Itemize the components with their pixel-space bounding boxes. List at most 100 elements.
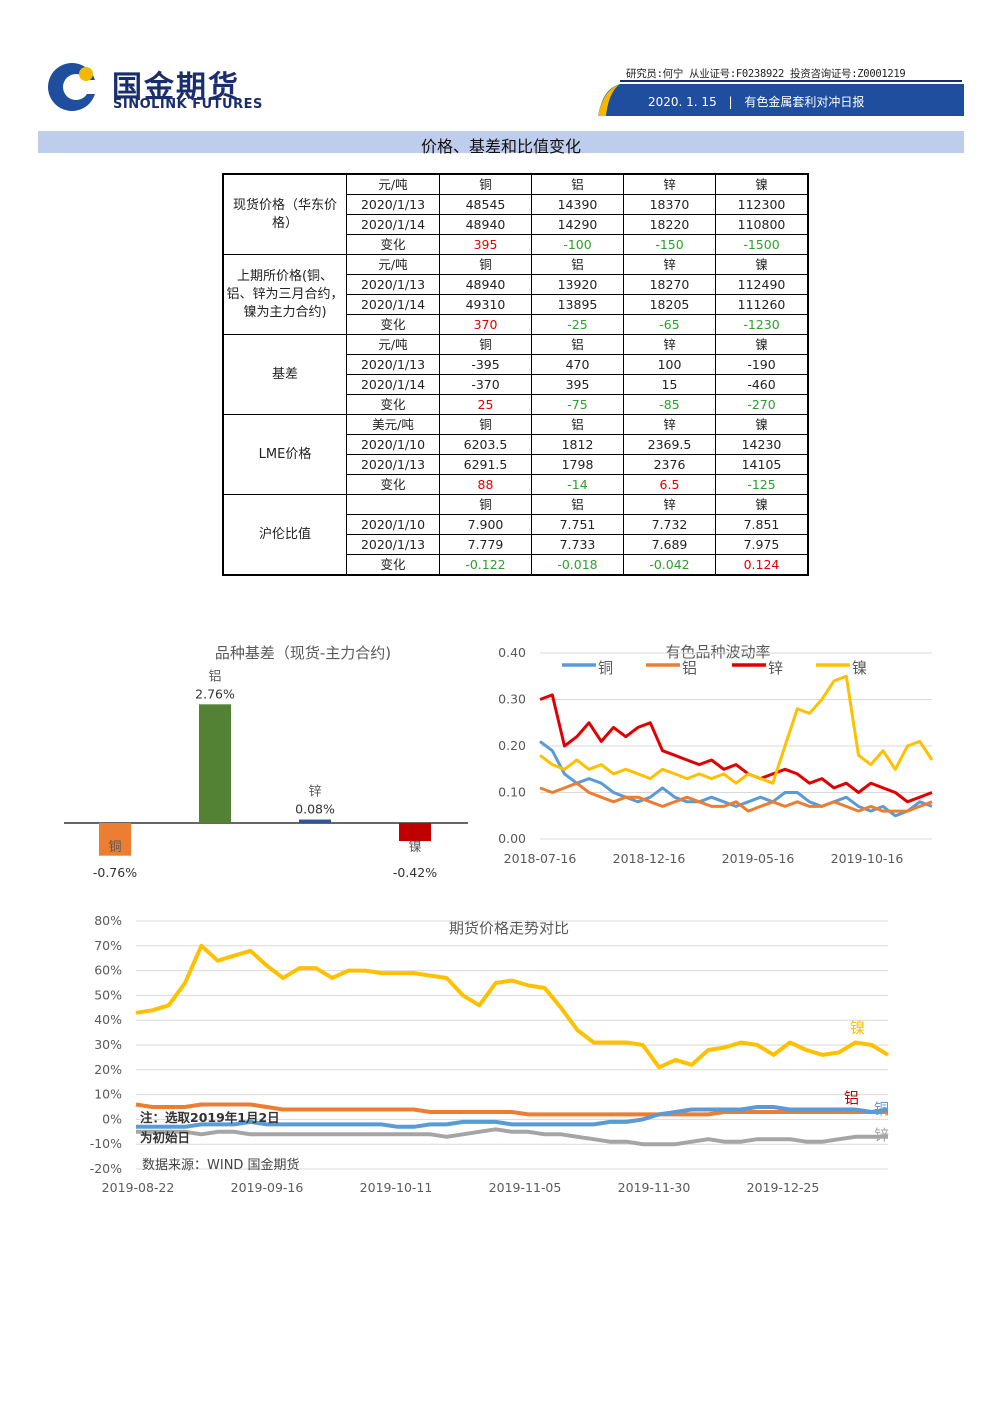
table-row-label: 2020/1/13	[346, 274, 440, 295]
table-row-label: 2020/1/13	[346, 354, 440, 375]
basis-bar-chart: 品种基差（现货-主力合约) 铜 -0.76% 铝 2.76% 锌 0.08% 镍 -0.42%	[64, 644, 468, 880]
table-group-label: 基差	[222, 334, 347, 415]
table-column-header: 铜	[439, 254, 532, 275]
table-column-header: 铜	[439, 414, 532, 435]
trend-y-tick: 80%	[94, 913, 122, 928]
volatility-series-line	[539, 693, 933, 804]
volatility-y-tick: 0.30	[498, 692, 526, 707]
volatility-line-chart: 有色品种波动率 0.00 0.10 0.20 0.30 0.40 2018-07-16 20…	[498, 643, 934, 866]
table-group-label: 沪伦比值	[222, 494, 347, 576]
table-row-label: 变化	[346, 474, 440, 495]
table-row: 变化 370 -25 -65 -1230	[223, 314, 809, 335]
trend-source: 数据来源：WIND 国金期货	[142, 1157, 300, 1173]
table-cell: 18270	[623, 274, 716, 295]
table-cell: -14	[531, 474, 624, 495]
table-column-header: 锌	[623, 254, 716, 275]
table-cell: 6.5	[623, 474, 716, 495]
volatility-legend-label: 铝	[682, 659, 697, 677]
trend-series-label: 锌	[874, 1126, 889, 1144]
table-column-header: 铝	[531, 334, 624, 355]
basis-bar	[299, 819, 331, 823]
trend-y-tick: -20%	[90, 1161, 122, 1176]
trend-series-line	[136, 1127, 888, 1147]
basis-value-label: -0.42%	[393, 865, 437, 880]
volatility-series-line	[539, 674, 934, 785]
trend-x-tick: 2019-09-16	[231, 1180, 304, 1195]
volatility-y-tick: 0.00	[498, 831, 526, 846]
trend-series-label: 铜	[874, 1100, 889, 1118]
brand-name-cn: 国金期货	[112, 70, 240, 105]
table-cell: 0.124	[715, 554, 809, 576]
section-bar	[38, 131, 964, 153]
volatility-x-tick: 2018-07-16	[504, 851, 577, 866]
table-cell: 48940	[439, 214, 532, 235]
table-cell: 370	[439, 314, 532, 335]
table-column-header: 铜	[439, 334, 532, 355]
table-cell: -125	[715, 474, 809, 495]
table-cell: 1812	[531, 434, 624, 455]
volatility-series-line	[539, 781, 933, 813]
trend-y-tick: -10%	[90, 1136, 122, 1151]
basis-bar	[199, 704, 231, 823]
table-column-header: 镍	[715, 494, 809, 515]
table-row: 基差 元/吨铜铝锌镍	[222, 334, 809, 415]
table-column-header: 铜	[439, 494, 532, 515]
table-cell: 2369.5	[623, 434, 716, 455]
table-cell: -1500	[715, 234, 809, 255]
trend-x-tick: 2019-11-30	[618, 1180, 691, 1195]
trend-note-line1: 注：选取2019年1月2日	[140, 1110, 280, 1125]
table-row-label: 2020/1/14	[346, 374, 440, 395]
volatility-y-tick: 0.10	[498, 785, 526, 800]
table-cell: 7.975	[715, 534, 809, 555]
table-cell: -25	[531, 314, 624, 335]
table-cell: 18220	[623, 214, 716, 235]
analyst-info: 研究员:何宁 从业证号:F0238922 投资咨询证号:Z0001219	[626, 68, 906, 80]
table-group-label: 上期所价格(铜、铝、锌为三月合约，镍为主力合约)	[222, 254, 347, 335]
table-cell: -0.122	[439, 554, 532, 576]
table-row: 沪伦比值 铜铝锌镍	[222, 494, 809, 576]
table-row: 2020/1/13 48940 13920 18270 112490	[223, 274, 809, 295]
volatility-legend-label: 镍	[852, 659, 867, 677]
table-row: 上期所价格(铜、铝、锌为三月合约，镍为主力合约) 元/吨铜铝锌镍	[222, 254, 809, 335]
brand-name-en: SINOLINK FUTURES	[113, 97, 263, 112]
table-cell: 111260	[715, 294, 809, 315]
table-row-label: 元/吨	[346, 173, 440, 195]
table-row-label: 2020/1/10	[346, 434, 440, 455]
volatility-x-tick: 2018-12-16	[613, 851, 686, 866]
trend-y-tick: 50%	[94, 987, 122, 1002]
table-row: 2020/1/10 6203.5 1812 2369.5 14230	[223, 434, 809, 455]
table-cell: 25	[439, 394, 532, 415]
table-cell: -0.018	[531, 554, 624, 576]
trend-x-tick: 2019-08-22	[102, 1180, 175, 1195]
table-cell: -270	[715, 394, 809, 415]
trend-y-tick: 60%	[94, 963, 122, 978]
table-cell: 7.689	[623, 534, 716, 555]
table-column-header: 铝	[531, 494, 624, 515]
banner-separator: |	[728, 95, 733, 109]
trend-y-tick: 70%	[94, 938, 122, 953]
basis-value-label: -0.76%	[93, 865, 137, 880]
table-cell: 15	[623, 374, 716, 395]
table-row-label: 变化	[346, 554, 440, 576]
table-row: 2020/1/10 7.900 7.751 7.732 7.851	[223, 514, 809, 535]
table-column-header: 锌	[623, 414, 716, 435]
table-column-header: 镍	[715, 334, 809, 355]
table-row-label	[346, 494, 440, 515]
table-column-header: 锌	[623, 334, 716, 355]
trend-note-line2: 为初始日	[140, 1130, 190, 1145]
table-row-label: 元/吨	[346, 334, 440, 355]
table-cell: 110800	[715, 214, 809, 235]
table-cell: 6291.5	[439, 454, 532, 475]
table-cell: 88	[439, 474, 532, 495]
table-cell: 6203.5	[439, 434, 532, 455]
table-cell: 18205	[623, 294, 716, 315]
table-group-label: LME价格	[222, 414, 347, 495]
table-cell: -1230	[715, 314, 809, 335]
table-cell: -395	[439, 354, 532, 375]
table-cell: 470	[531, 354, 624, 375]
table-column-header: 铝	[531, 414, 624, 435]
table-row-label: 2020/1/13	[346, 194, 440, 215]
table-row: LME价格 美元/吨铜铝锌镍	[222, 414, 809, 495]
basis-bar	[399, 823, 431, 842]
trend-chart-title: 期货价格走势对比	[449, 919, 569, 937]
